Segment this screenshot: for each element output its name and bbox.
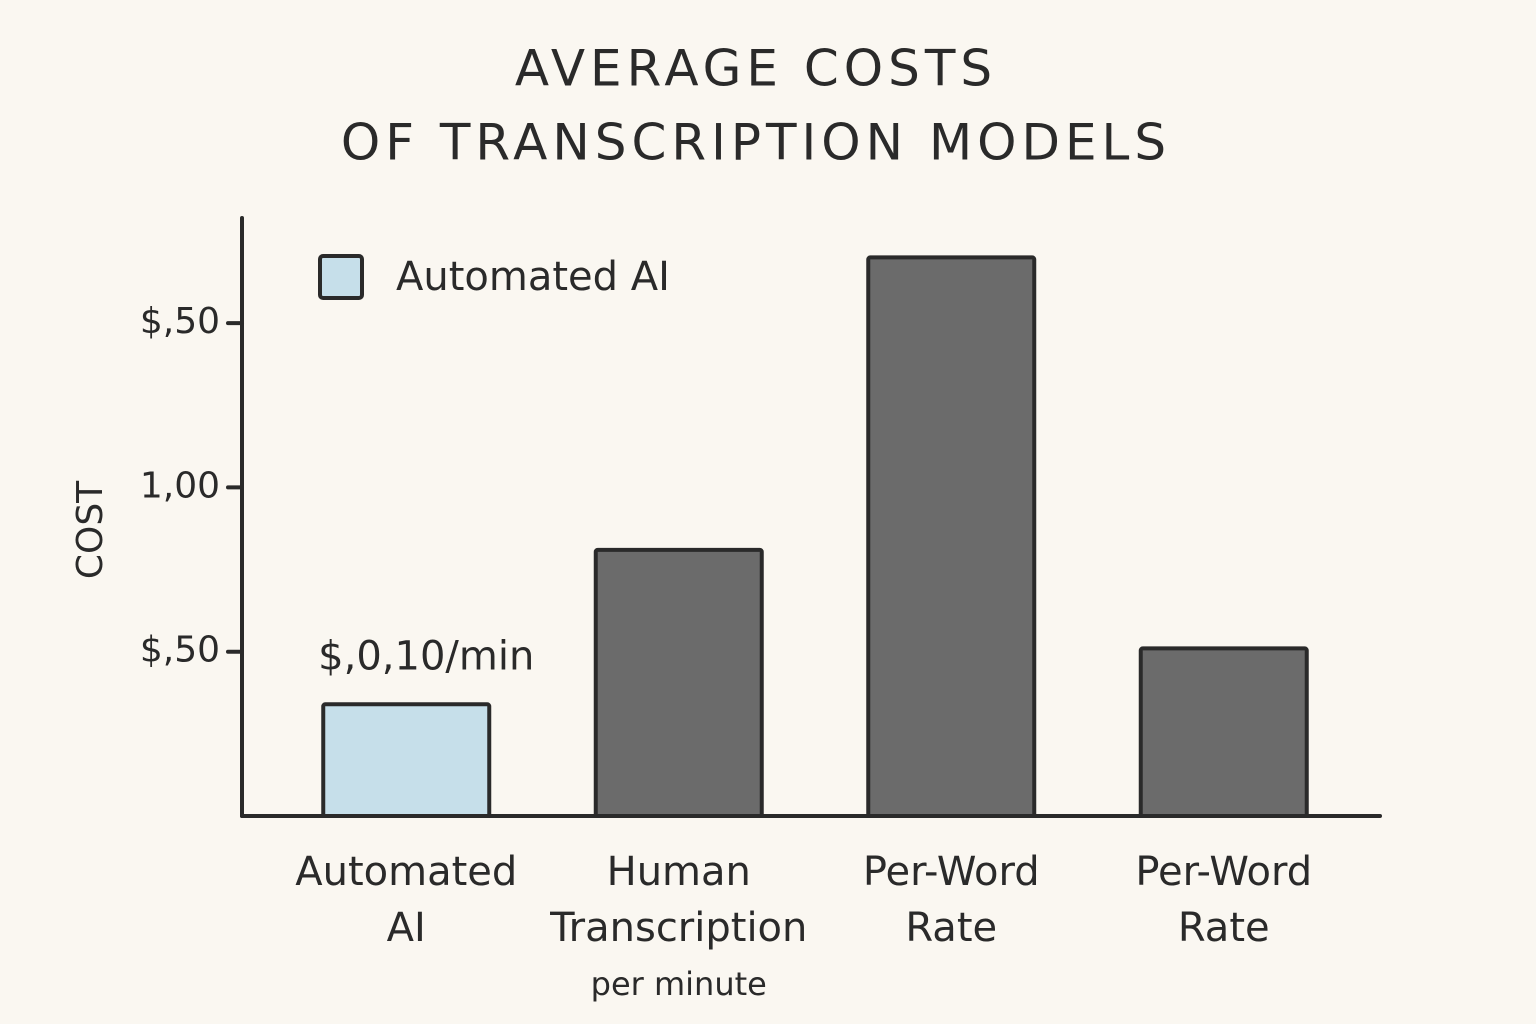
x-tick-label: AI <box>387 905 426 951</box>
bar <box>593 547 764 818</box>
legend-label: Automated AI <box>396 254 670 300</box>
annotation: $,0,10/min <box>318 633 534 679</box>
chart-title: OF TRANSCRIPTION MODELS <box>341 114 1171 172</box>
y-axis-label: COST <box>70 480 111 579</box>
y-tick-label: 1,00 <box>140 465 220 506</box>
bar <box>866 255 1037 818</box>
x-tick-label: Per-Word <box>1135 849 1312 895</box>
x-tick-label: Automated <box>295 849 517 895</box>
y-tick-label: $,50 <box>140 301 220 342</box>
bar <box>321 702 492 818</box>
chart-title: AVERAGE COSTS <box>515 40 997 98</box>
x-tick-label: Human <box>607 849 751 895</box>
x-tick-label: Rate <box>1178 905 1270 951</box>
x-tick-label: Per-Word <box>863 849 1040 895</box>
legend-swatch <box>318 254 364 300</box>
bar <box>1138 646 1309 819</box>
x-tick-label: per minute <box>591 965 767 1003</box>
x-tick-label: Rate <box>905 905 997 951</box>
y-tick-label: $,50 <box>140 630 220 671</box>
x-tick-label: Transcription <box>549 905 807 951</box>
